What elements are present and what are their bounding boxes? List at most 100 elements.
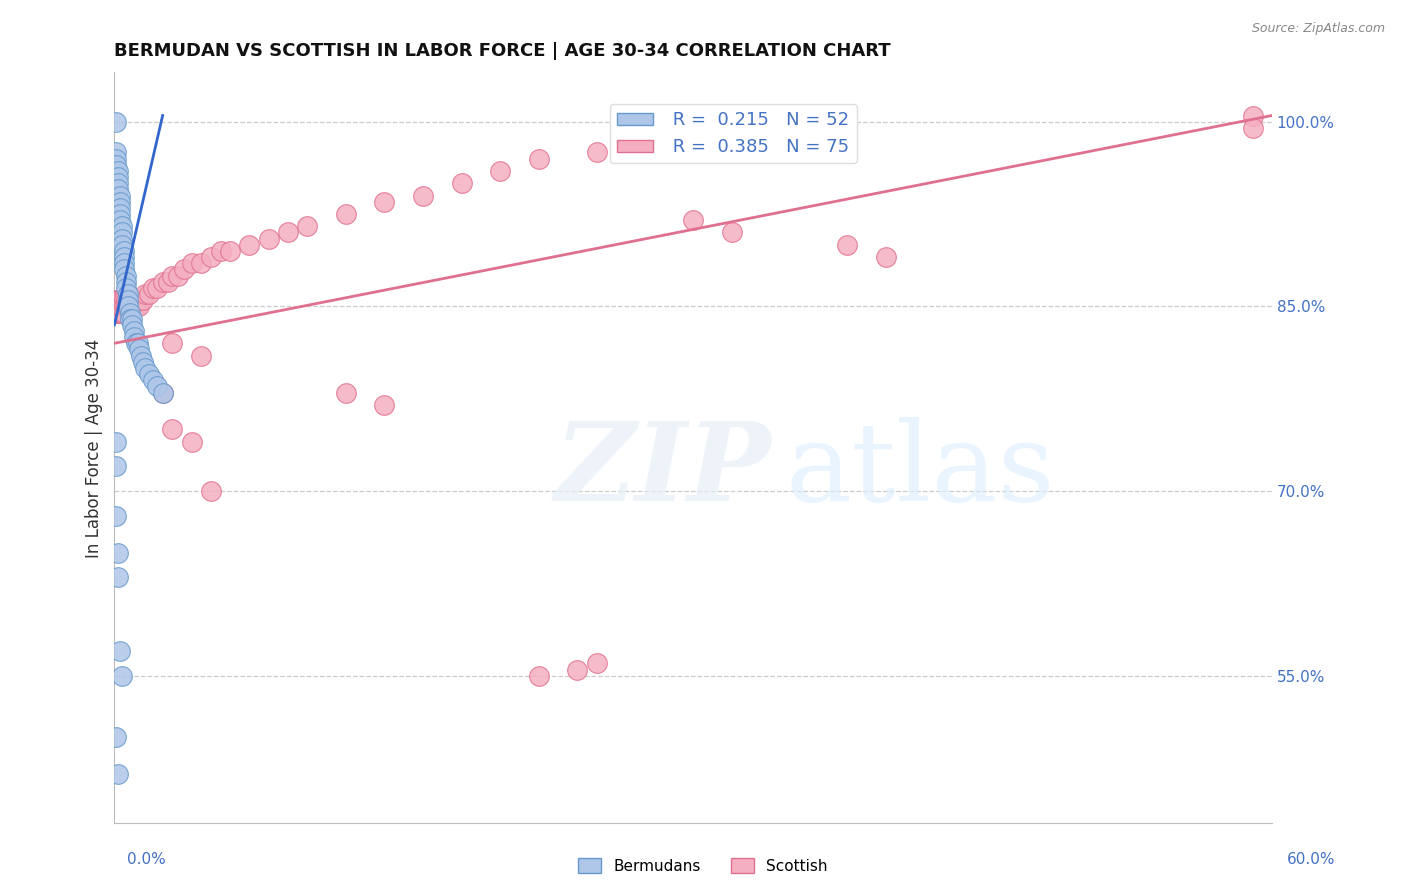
Point — [111, 669, 134, 683]
Point — [162, 268, 184, 283]
Point — [105, 293, 128, 308]
Point — [128, 343, 150, 357]
Point — [190, 256, 212, 270]
Point — [152, 385, 174, 400]
Point — [585, 657, 607, 671]
Point — [146, 379, 169, 393]
Legend:  R =  0.215   N = 52,  R =  0.385   N = 75: R = 0.215 N = 52, R = 0.385 N = 75 — [610, 104, 856, 163]
Point — [118, 305, 141, 319]
Point — [117, 293, 139, 308]
Point — [115, 293, 138, 308]
Point — [107, 293, 129, 308]
Point — [111, 226, 134, 240]
Text: 0.0%: 0.0% — [127, 852, 166, 867]
Point — [219, 244, 242, 258]
Point — [162, 336, 184, 351]
Point — [837, 237, 859, 252]
Point — [152, 275, 174, 289]
Point — [527, 152, 550, 166]
Point — [117, 299, 139, 313]
Point — [118, 311, 141, 326]
Point — [118, 299, 141, 313]
Point — [108, 194, 131, 209]
Point — [111, 219, 134, 234]
Point — [121, 318, 143, 332]
Point — [108, 305, 131, 319]
Point — [112, 250, 135, 264]
Point — [335, 207, 357, 221]
Text: ZIP: ZIP — [554, 417, 770, 524]
Point — [112, 305, 135, 319]
Point — [105, 114, 128, 128]
Text: atlas: atlas — [786, 417, 1056, 524]
Point — [682, 213, 704, 227]
Point — [121, 293, 143, 308]
Point — [122, 293, 145, 308]
Point — [527, 669, 550, 683]
Point — [107, 164, 129, 178]
Point — [122, 330, 145, 344]
Point — [105, 508, 128, 523]
Point — [132, 293, 155, 308]
Point — [134, 360, 156, 375]
Point — [118, 293, 141, 308]
Point — [112, 256, 135, 270]
Point — [105, 305, 128, 319]
Point — [238, 237, 260, 252]
Point — [108, 644, 131, 658]
Point — [138, 287, 160, 301]
Point — [107, 305, 129, 319]
Point — [107, 546, 129, 560]
Point — [108, 207, 131, 221]
Point — [257, 232, 280, 246]
Point — [115, 275, 138, 289]
Point — [111, 232, 134, 246]
Point — [720, 226, 742, 240]
Text: BERMUDAN VS SCOTTISH IN LABOR FORCE | AGE 30-34 CORRELATION CHART: BERMUDAN VS SCOTTISH IN LABOR FORCE | AG… — [114, 42, 891, 60]
Point — [105, 152, 128, 166]
Point — [108, 293, 131, 308]
Point — [127, 293, 149, 308]
Point — [644, 133, 666, 147]
Point — [167, 268, 190, 283]
Point — [152, 385, 174, 400]
Point — [112, 244, 135, 258]
Point — [111, 299, 134, 313]
Y-axis label: In Labor Force | Age 30-34: In Labor Force | Age 30-34 — [86, 338, 103, 558]
Point — [489, 164, 512, 178]
Point — [134, 287, 156, 301]
Point — [105, 731, 128, 745]
Point — [115, 268, 138, 283]
Point — [121, 299, 143, 313]
Point — [117, 293, 139, 308]
Point — [200, 250, 222, 264]
Point — [682, 127, 704, 141]
Point — [112, 299, 135, 313]
Point — [131, 349, 153, 363]
Point — [585, 145, 607, 160]
Point — [875, 250, 897, 264]
Point — [108, 299, 131, 313]
Text: Source: ZipAtlas.com: Source: ZipAtlas.com — [1251, 22, 1385, 36]
Point — [180, 434, 202, 449]
Point — [107, 299, 129, 313]
Point — [1241, 109, 1264, 123]
Point — [297, 219, 319, 234]
Point — [277, 226, 299, 240]
Point — [105, 459, 128, 474]
Point — [190, 349, 212, 363]
Point — [105, 434, 128, 449]
Point — [127, 336, 149, 351]
Point — [111, 293, 134, 308]
Point — [107, 182, 129, 196]
Point — [107, 176, 129, 190]
Text: 60.0%: 60.0% — [1288, 852, 1336, 867]
Point — [335, 385, 357, 400]
Point — [117, 299, 139, 313]
Point — [107, 570, 129, 584]
Point — [124, 336, 146, 351]
Point — [115, 299, 138, 313]
Point — [567, 663, 589, 677]
Point — [157, 275, 180, 289]
Point — [111, 237, 134, 252]
